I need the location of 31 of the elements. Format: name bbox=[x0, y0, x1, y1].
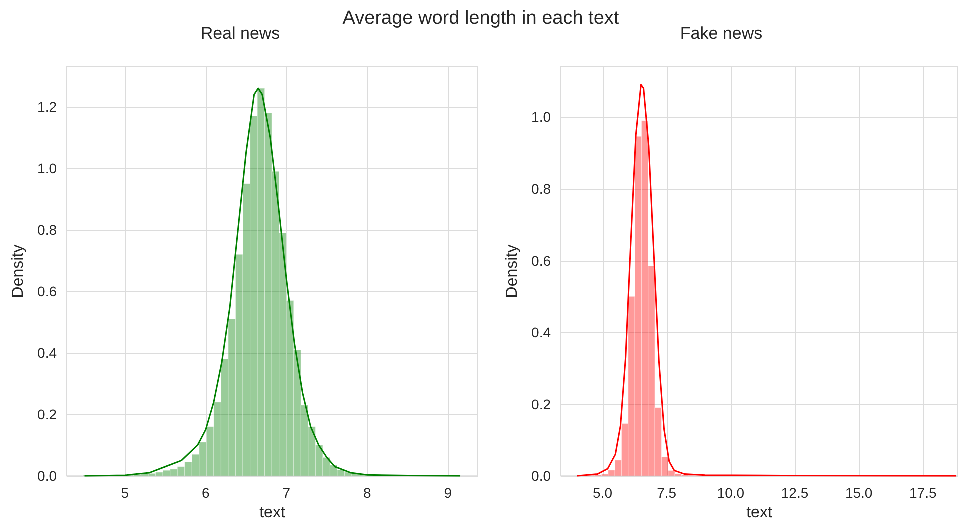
x-tick-label: 12.5 bbox=[781, 485, 809, 502]
y-tick-label: 0.0 bbox=[38, 468, 58, 484]
y-axis-title: Density bbox=[10, 244, 28, 298]
x-tick-label: 9 bbox=[444, 485, 452, 502]
chart-title: Fake news bbox=[680, 24, 763, 43]
y-axis-title: Density bbox=[504, 244, 522, 298]
text: Average word length in each text bbox=[342, 8, 620, 29]
y-tick-label: 0.0 bbox=[532, 468, 552, 484]
x-tick-label: 5.0 bbox=[593, 485, 613, 502]
y-tick-label: 0.8 bbox=[532, 181, 552, 198]
x-tick-label: 8 bbox=[363, 485, 372, 502]
y-tick-label: 1.0 bbox=[38, 160, 58, 177]
y-tick-label: 0.4 bbox=[532, 324, 552, 341]
chart-title: Real news bbox=[200, 24, 280, 43]
y-tick-label: 0.8 bbox=[38, 222, 58, 238]
y-tick-label: 0.4 bbox=[38, 345, 58, 362]
y-tick-label: 0.2 bbox=[532, 396, 552, 412]
y-tick-label: 0.2 bbox=[38, 406, 58, 423]
y-tick-label: 0.6 bbox=[532, 252, 552, 269]
y-tick-label: 1.2 bbox=[38, 98, 58, 115]
x-tick-label: 6 bbox=[202, 485, 210, 502]
y-tick-label: 1.0 bbox=[532, 109, 552, 126]
x-tick-label: 5 bbox=[121, 485, 130, 502]
x-axis-title: text bbox=[260, 504, 286, 522]
x-tick-label: 17.5 bbox=[910, 485, 937, 502]
x-tick-label: 10.0 bbox=[717, 485, 745, 502]
x-axis-title: text bbox=[746, 504, 773, 522]
x-tick-label: 15.0 bbox=[845, 485, 873, 502]
x-tick-label: 7.5 bbox=[657, 485, 677, 502]
y-tick-label: 0.6 bbox=[38, 284, 58, 300]
x-tick-label: 7 bbox=[282, 485, 291, 502]
